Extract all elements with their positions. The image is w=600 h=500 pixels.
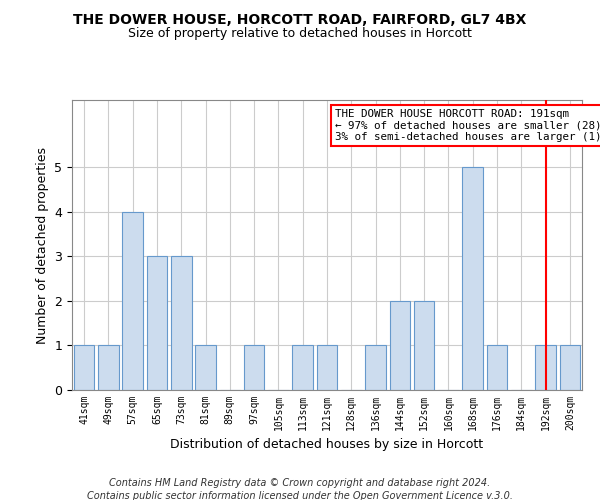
Text: Size of property relative to detached houses in Horcott: Size of property relative to detached ho…: [128, 28, 472, 40]
Bar: [317, 346, 337, 390]
Bar: [171, 256, 191, 390]
Y-axis label: Number of detached properties: Number of detached properties: [36, 146, 49, 344]
Bar: [463, 167, 483, 390]
Bar: [414, 301, 434, 390]
Text: Contains public sector information licensed under the Open Government Licence v.: Contains public sector information licen…: [87, 491, 513, 500]
Bar: [98, 346, 119, 390]
Bar: [74, 346, 94, 390]
Bar: [292, 346, 313, 390]
Bar: [146, 256, 167, 390]
Bar: [389, 301, 410, 390]
X-axis label: Distribution of detached houses by size in Horcott: Distribution of detached houses by size …: [170, 438, 484, 452]
Bar: [535, 346, 556, 390]
Text: THE DOWER HOUSE HORCOTT ROAD: 191sqm
← 97% of detached houses are smaller (28)
3: THE DOWER HOUSE HORCOTT ROAD: 191sqm ← 9…: [335, 108, 600, 142]
Bar: [560, 346, 580, 390]
Bar: [244, 346, 265, 390]
Bar: [195, 346, 216, 390]
Text: THE DOWER HOUSE, HORCOTT ROAD, FAIRFORD, GL7 4BX: THE DOWER HOUSE, HORCOTT ROAD, FAIRFORD,…: [73, 12, 527, 26]
Bar: [365, 346, 386, 390]
Text: Contains HM Land Registry data © Crown copyright and database right 2024.: Contains HM Land Registry data © Crown c…: [109, 478, 491, 488]
Bar: [487, 346, 508, 390]
Bar: [122, 212, 143, 390]
